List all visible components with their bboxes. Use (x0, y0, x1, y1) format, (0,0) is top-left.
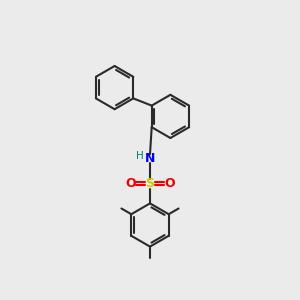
Text: S: S (146, 177, 154, 190)
Text: O: O (164, 177, 175, 190)
Text: N: N (145, 152, 155, 165)
Text: O: O (125, 177, 136, 190)
Text: H: H (136, 151, 143, 161)
